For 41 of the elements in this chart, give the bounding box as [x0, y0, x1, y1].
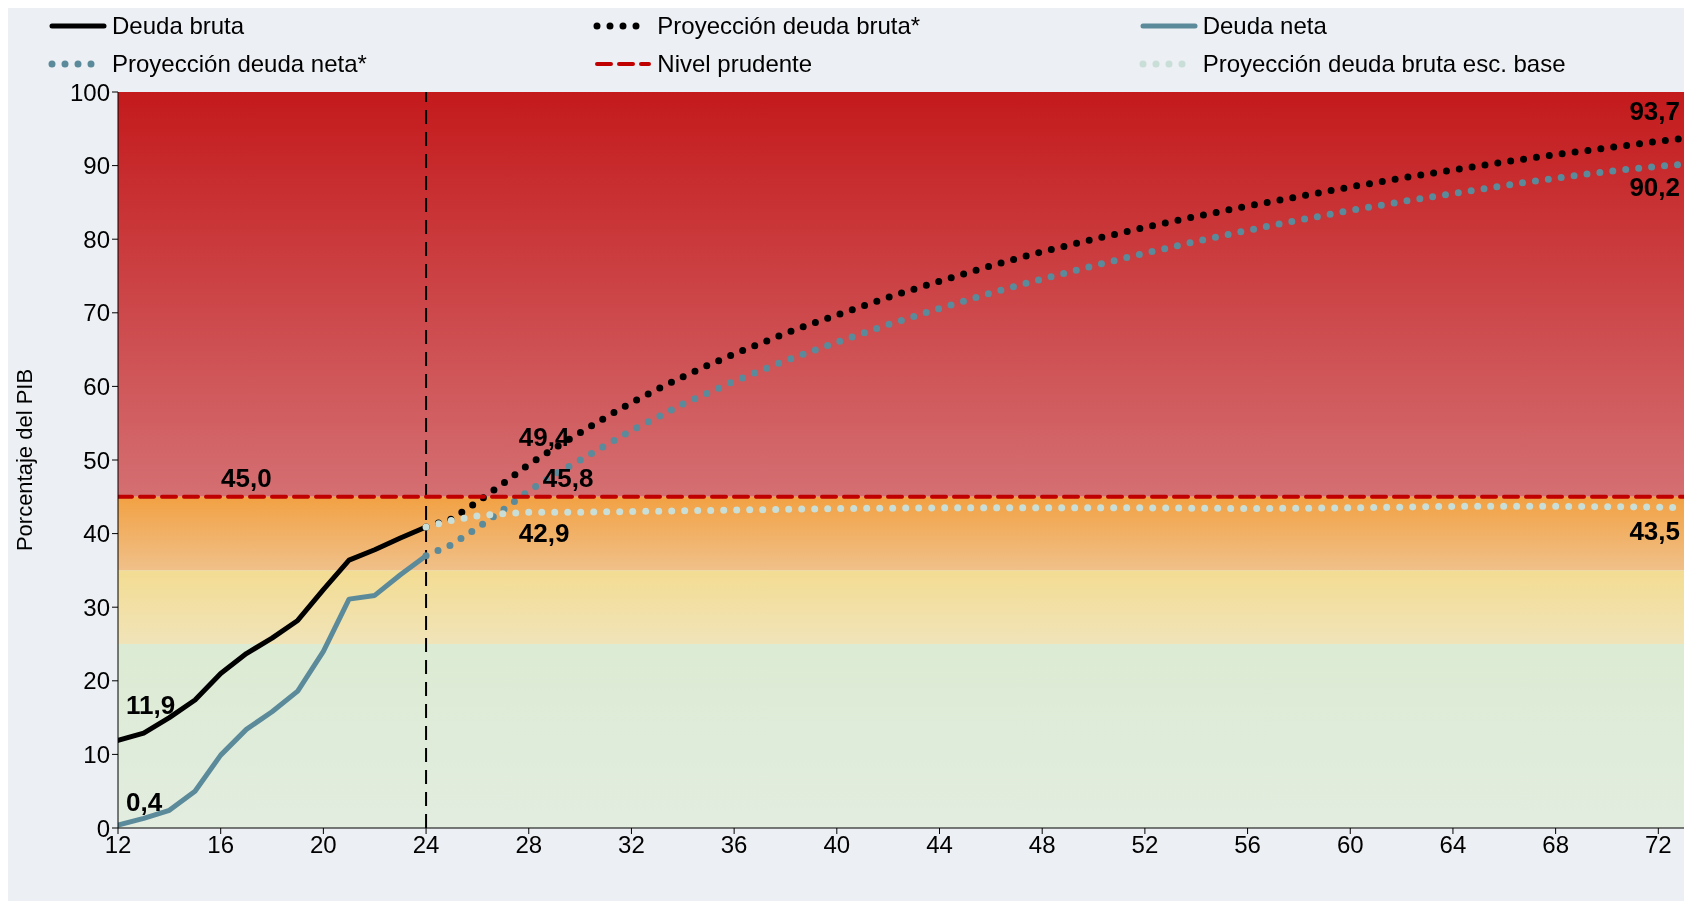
- legend-label: Proyección deuda bruta*: [657, 12, 921, 40]
- y-tick-label: 100: [69, 78, 110, 106]
- y-tick-label: 50: [83, 446, 110, 474]
- data-label: 0,4: [126, 787, 163, 818]
- y-tick-label: 80: [83, 225, 110, 253]
- data-label: 11,9: [126, 690, 176, 721]
- y-tick-label: 30: [83, 593, 110, 621]
- y-tick-label: 40: [83, 520, 110, 548]
- data-label: 49,4: [518, 422, 570, 453]
- legend-label: Proyección deuda neta*: [112, 50, 367, 78]
- y-tick-label: 70: [83, 299, 110, 327]
- y-tick-label: 60: [83, 372, 110, 400]
- legend-label: Deuda bruta: [112, 12, 245, 40]
- x-tick-label: 48: [1028, 831, 1056, 859]
- y-axis-title: Porcentaje del PIB: [11, 368, 37, 552]
- x-tick-label: 72: [1644, 831, 1672, 859]
- x-tick-label: 68: [1542, 831, 1569, 859]
- x-tick-label: 16: [207, 831, 235, 859]
- y-tick-label: 10: [83, 740, 110, 768]
- data-label: 45,8: [542, 462, 594, 493]
- x-tick-label: 36: [720, 831, 748, 859]
- x-tick-label: 56: [1234, 831, 1261, 859]
- x-tick-label: 28: [515, 831, 543, 859]
- data-label: 90,2: [1629, 172, 1680, 203]
- data-label: 42,9: [518, 518, 570, 549]
- x-tick-label: 32: [618, 831, 645, 859]
- annotation: 45,0: [221, 462, 272, 493]
- y-tick-label: 20: [83, 667, 110, 695]
- x-tick-label: 20: [310, 831, 337, 859]
- x-tick-label: 24: [412, 831, 440, 859]
- data-label: 43,5: [1629, 515, 1680, 546]
- legend-label: Nivel prudente: [657, 50, 813, 78]
- legend-label: Deuda neta: [1202, 12, 1327, 40]
- legend-label: Proyección deuda bruta esc. base: [1202, 50, 1566, 78]
- x-tick-label: 60: [1336, 831, 1364, 859]
- data-label: 93,7: [1629, 96, 1680, 127]
- x-tick-label: 40: [823, 831, 851, 859]
- x-tick-label: 52: [1131, 831, 1159, 859]
- y-tick-label: 90: [83, 152, 110, 180]
- x-tick-label: 44: [926, 831, 953, 859]
- x-tick-label: 64: [1439, 831, 1467, 859]
